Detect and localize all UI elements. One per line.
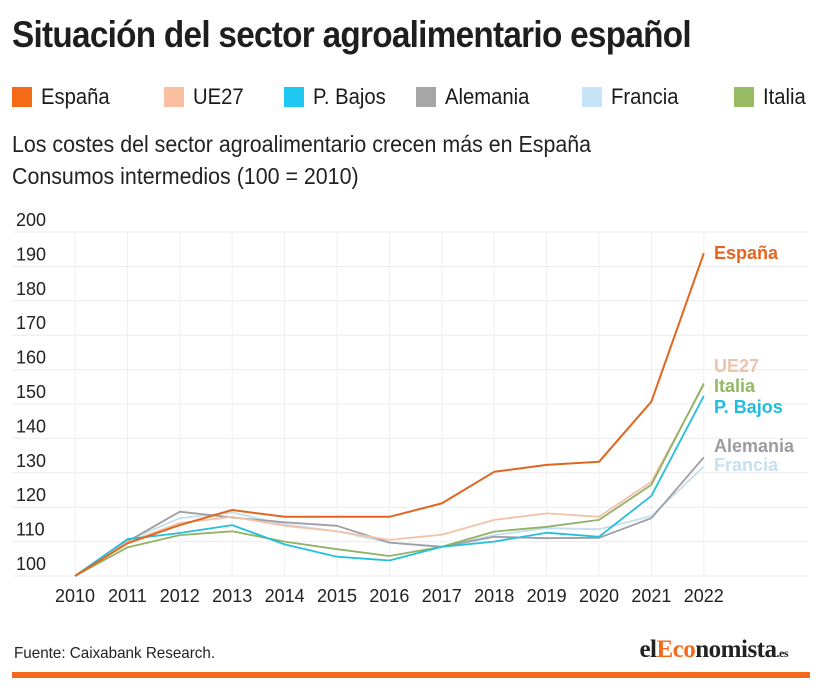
logo-part: el xyxy=(639,636,657,663)
x-tick-label: 2019 xyxy=(527,586,567,606)
x-tick-label: 2011 xyxy=(108,586,147,606)
page-title: Situación del sector agroalimentario esp… xyxy=(12,14,692,55)
legend-label: Francia xyxy=(611,84,679,109)
legend: España UE27 P. Bajos Alemania Francia It… xyxy=(12,84,809,110)
x-tick-label: 2021 xyxy=(631,586,671,606)
y-tick-label: 140 xyxy=(16,416,46,436)
legend-item-p-bajos: P. Bajos xyxy=(284,84,416,110)
legend-swatch-espana xyxy=(12,87,32,107)
legend-item-italia: Italia xyxy=(734,84,809,110)
x-tick-label: 2010 xyxy=(55,586,95,606)
y-tick-label: 100 xyxy=(16,554,46,574)
chart-units-note: Consumos intermedios (100 = 2010) xyxy=(12,163,359,189)
legend-label: Italia xyxy=(763,84,806,109)
logo-part-accent: Eco xyxy=(656,636,696,663)
end-label-italia: Italia xyxy=(714,376,756,396)
end-label-alemania: Alemania xyxy=(714,436,795,456)
series-line-alemania xyxy=(74,456,705,577)
x-tick-label: 2018 xyxy=(474,586,514,606)
y-tick-label: 160 xyxy=(16,348,46,368)
series-line-p-bajos xyxy=(74,395,705,577)
source-note: Fuente: Caixabank Research. xyxy=(14,645,216,662)
series-line-ue27 xyxy=(74,384,705,577)
publisher-logo: elEconomista.es xyxy=(639,636,788,664)
legend-swatch-francia xyxy=(582,87,602,107)
x-tick-label: 2022 xyxy=(684,586,724,606)
y-axis-ticks: 100 110 120 130 140 150 160 170 180 190 200 xyxy=(16,210,46,574)
series-line-italia xyxy=(74,382,705,577)
x-tick-label: 2016 xyxy=(369,586,409,606)
y-tick-label: 120 xyxy=(16,485,46,505)
y-tick-label: 110 xyxy=(16,520,45,540)
legend-label: Alemania xyxy=(445,84,530,109)
end-label-ue27: UE27 xyxy=(714,356,759,376)
legend-label: P. Bajos xyxy=(313,84,386,109)
series-lines xyxy=(74,252,705,577)
x-axis-ticks: 2010 2011 2012 2013 2014 2015 2016 2017 2018 2019… xyxy=(55,586,724,606)
legend-swatch-alemania xyxy=(416,87,436,107)
legend-swatch-ue27 xyxy=(164,87,184,107)
legend-label: España xyxy=(41,84,110,109)
series-line-españa xyxy=(74,252,705,577)
footer-accent-bar xyxy=(12,672,810,678)
end-label-p-bajos: P. Bajos xyxy=(714,397,783,417)
legend-label: UE27 xyxy=(193,84,244,109)
legend-item-espana: España xyxy=(12,84,164,110)
y-tick-label: 150 xyxy=(16,382,46,402)
x-tick-label: 2013 xyxy=(212,586,252,606)
x-tick-label: 2014 xyxy=(265,586,305,606)
y-tick-label: 200 xyxy=(16,210,46,230)
x-tick-label: 2012 xyxy=(160,586,200,606)
logo-part: nomista xyxy=(695,636,777,663)
y-tick-label: 180 xyxy=(16,279,46,299)
legend-item-francia: Francia xyxy=(582,84,734,110)
legend-swatch-p-bajos xyxy=(284,87,304,107)
x-tick-label: 2020 xyxy=(579,586,619,606)
logo-domain: .es xyxy=(776,646,789,660)
end-label-españa: España xyxy=(714,243,779,263)
end-label-francia: Francia xyxy=(714,455,779,475)
legend-swatch-italia xyxy=(734,87,754,107)
x-tick-label: 2015 xyxy=(317,586,357,606)
y-tick-label: 190 xyxy=(16,244,46,264)
legend-item-ue27: UE27 xyxy=(164,84,284,110)
y-tick-label: 130 xyxy=(16,451,46,471)
grid xyxy=(12,231,808,577)
chart-subtitle: Los costes del sector agroalimentario cr… xyxy=(12,131,592,157)
y-tick-label: 170 xyxy=(16,313,46,333)
legend-item-alemania: Alemania xyxy=(416,84,582,110)
x-tick-label: 2017 xyxy=(422,586,462,606)
